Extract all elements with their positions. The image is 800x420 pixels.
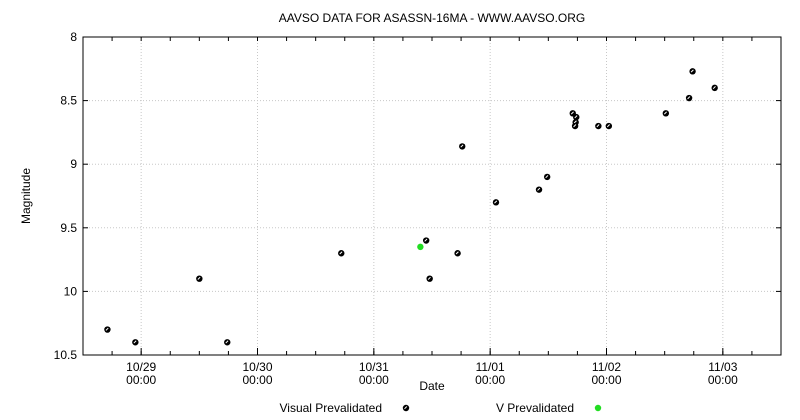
ticks: 88.599.51010.510/2900:0010/3000:0010/310… <box>54 30 782 387</box>
data-point-visual <box>662 110 670 117</box>
marker-highlight <box>404 406 408 410</box>
data-point-visual <box>492 199 500 206</box>
y-tick-label: 8.5 <box>60 94 77 108</box>
marker-highlight <box>225 340 229 344</box>
marker-highlight <box>494 200 498 204</box>
data-point-visual <box>132 339 139 346</box>
y-tick-label: 10.5 <box>54 348 78 362</box>
data-point-visual <box>454 250 461 257</box>
marker-highlight <box>574 115 578 119</box>
data-point-visual <box>571 122 579 130</box>
legend-marker-v <box>594 404 602 412</box>
data-point-visual <box>104 326 111 333</box>
marker-circle <box>594 404 602 412</box>
legend: Visual Prevalidated V Prevalidated <box>279 401 602 415</box>
plot-frame <box>82 36 782 356</box>
y-tick-label: 9 <box>70 157 77 171</box>
marker-highlight <box>105 327 109 331</box>
y-tick-label: 10 <box>64 284 78 298</box>
x-tick-label-time: 00:00 <box>475 373 505 387</box>
x-axis-label: Date <box>419 379 445 393</box>
x-tick-label-date: 11/01 <box>476 360 505 374</box>
marker-highlight <box>427 276 431 280</box>
x-tick-label-time: 00:00 <box>708 373 738 387</box>
x-tick-label-time: 00:00 <box>242 373 272 387</box>
data-point-visual <box>711 84 718 92</box>
marker-highlight <box>573 120 577 124</box>
marker-highlight <box>663 111 667 115</box>
x-tick-label-time: 00:00 <box>359 373 389 387</box>
x-tick-label-date: 10/30 <box>242 360 272 374</box>
marker-highlight <box>339 251 343 255</box>
marker-highlight <box>545 175 549 179</box>
legend-marker-visual <box>402 404 410 412</box>
marker-highlight <box>197 276 201 280</box>
legend-label-visual: Visual Prevalidated <box>279 401 382 415</box>
legend-marker-icon <box>594 404 602 412</box>
data-point-visual <box>689 68 696 75</box>
data-point-visual <box>422 237 430 244</box>
grid <box>83 37 781 355</box>
x-tick-label-date: 10/31 <box>359 360 389 374</box>
x-tick-label-time: 00:00 <box>126 373 156 387</box>
y-tick-label: 9.5 <box>60 221 77 235</box>
marker-highlight <box>687 96 691 100</box>
data-point-visual <box>605 122 613 130</box>
y-axis-label: Magnitude <box>19 168 33 224</box>
y-tick-label: 8 <box>70 30 77 44</box>
marker-circle <box>417 243 424 251</box>
x-tick-label-date: 10/29 <box>126 360 156 374</box>
marker-highlight <box>537 187 541 191</box>
data-point-visual <box>685 94 693 102</box>
data-point-visual <box>595 122 602 130</box>
data-points <box>104 68 718 346</box>
marker-highlight <box>570 111 574 115</box>
data-point-visual <box>426 275 433 282</box>
data-point-visual <box>224 339 231 346</box>
x-tick-label-time: 00:00 <box>591 373 621 387</box>
legend-marker-icon <box>402 404 410 412</box>
marker-highlight <box>460 144 464 148</box>
data-point-visual <box>459 143 466 150</box>
legend-label-v: V Prevalidated <box>496 401 574 415</box>
data-point-v <box>417 243 424 251</box>
data-point-visual <box>196 275 203 282</box>
data-point-visual <box>573 113 580 121</box>
data-point-visual <box>338 250 345 257</box>
marker-highlight <box>573 124 577 128</box>
marker-highlight <box>596 124 600 128</box>
data-point-visual <box>535 186 543 193</box>
x-tick-label-date: 11/03 <box>708 360 737 374</box>
marker-highlight <box>712 86 716 90</box>
marker-highlight <box>690 69 694 73</box>
marker-highlight <box>455 251 459 255</box>
marker-highlight <box>424 238 428 242</box>
x-tick-label-date: 11/02 <box>592 360 621 374</box>
data-point-visual <box>543 173 551 181</box>
marker-highlight <box>606 124 610 128</box>
marker-highlight <box>133 340 137 344</box>
chart-title: AAVSO DATA FOR ASASSN-16MA - WWW.AAVSO.O… <box>279 11 586 25</box>
